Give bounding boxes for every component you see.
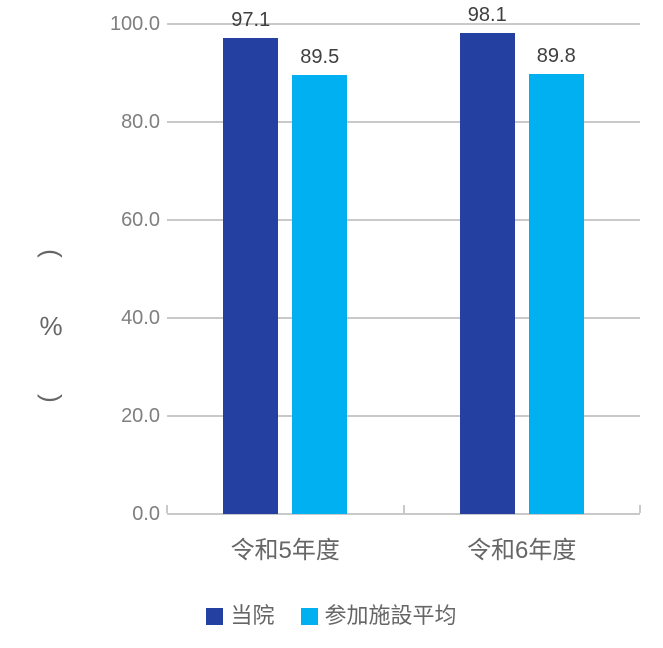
legend-swatch-icon: [206, 607, 224, 625]
axis-title-paren: ): [36, 394, 67, 403]
data-label: 89.8: [536, 44, 576, 67]
gridline: [167, 23, 640, 25]
legend-swatch-icon: [300, 607, 318, 625]
data-label: 98.1: [467, 4, 507, 27]
y-axis-tick-label: 100.0: [109, 13, 160, 35]
gridline: [167, 415, 640, 417]
gridline: [167, 317, 640, 319]
x-axis-tick: [639, 505, 641, 513]
legend-label: 当院: [230, 603, 275, 628]
legend-item: 当院: [206, 603, 275, 628]
gridline: [167, 219, 640, 221]
x-axis-tick: [166, 505, 168, 513]
percent-sign: %: [39, 310, 63, 341]
data-label: 89.5: [300, 46, 340, 69]
legend-label: 参加施設平均: [324, 603, 457, 628]
data-label: 97.1: [231, 9, 271, 32]
x-axis-tick: [402, 505, 405, 513]
bar-series1: [223, 38, 279, 514]
axis-title-paren: (: [36, 249, 67, 258]
y-axis-tick-label: 80.0: [121, 111, 160, 133]
y-axis-tick-label: 20.0: [121, 405, 160, 427]
y-axis-label: (%): [26, 238, 76, 414]
x-axis-category-label: 令和5年度: [230, 537, 340, 564]
bar-series2: [528, 73, 584, 514]
y-axis-tick-label: 60.0: [121, 209, 160, 231]
legend-item: 参加施設平均: [300, 603, 457, 628]
bar-series2: [292, 75, 348, 514]
y-axis-tick-label: 40.0: [121, 307, 160, 329]
bar-series1: [459, 33, 515, 514]
y-axis-tick-label: 0.0: [132, 503, 160, 525]
x-axis-line: [167, 513, 640, 515]
legend: 当院 参加施設平均: [0, 598, 663, 634]
x-axis-category-label: 令和6年度: [467, 537, 577, 564]
gridline: [167, 121, 640, 123]
